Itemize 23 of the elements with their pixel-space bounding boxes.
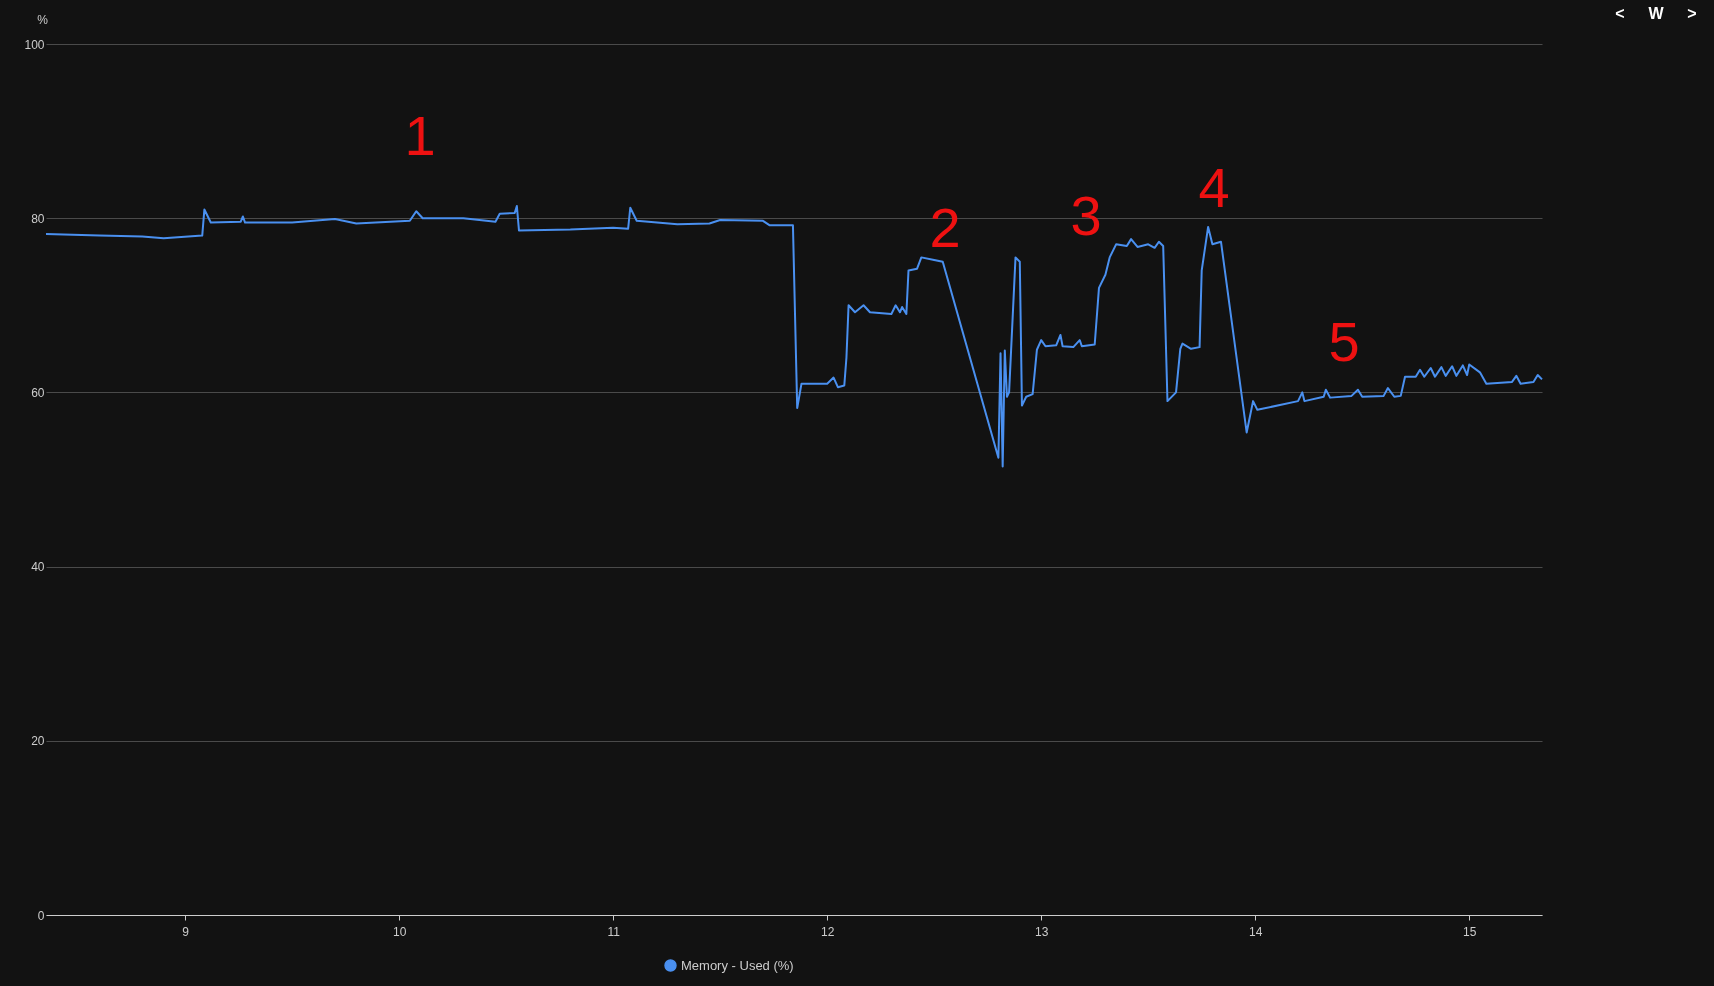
y-tick-label: 40 bbox=[31, 560, 45, 575]
y-tick-label: 60 bbox=[31, 385, 45, 400]
annotation: 4 bbox=[1198, 156, 1230, 219]
annotation: 2 bbox=[929, 196, 961, 259]
x-tick-label: 11 bbox=[607, 924, 621, 939]
y-tick-label: 0 bbox=[37, 908, 45, 923]
y-tick-label: 100 bbox=[24, 37, 45, 52]
text: < bbox=[1615, 5, 1625, 22]
text: W bbox=[1648, 5, 1665, 22]
y-tick-label: 80 bbox=[31, 211, 45, 226]
x-tick-label: 9 bbox=[182, 924, 190, 939]
x-tick-label: 12 bbox=[820, 924, 835, 939]
x-tick-label: 13 bbox=[1035, 924, 1049, 939]
x-tick-label: 10 bbox=[392, 924, 407, 939]
x-tick-label: 14 bbox=[1249, 924, 1263, 939]
y-tick-label: 20 bbox=[31, 734, 45, 749]
text: > bbox=[1687, 5, 1697, 22]
legend-label: Memory - Used (%) bbox=[681, 957, 794, 973]
annotation: 1 bbox=[404, 104, 436, 167]
x-tick-label: 15 bbox=[1463, 924, 1477, 939]
y-axis-title: % bbox=[37, 12, 49, 27]
annotation: 5 bbox=[1328, 310, 1360, 373]
annotation: 3 bbox=[1070, 184, 1102, 247]
